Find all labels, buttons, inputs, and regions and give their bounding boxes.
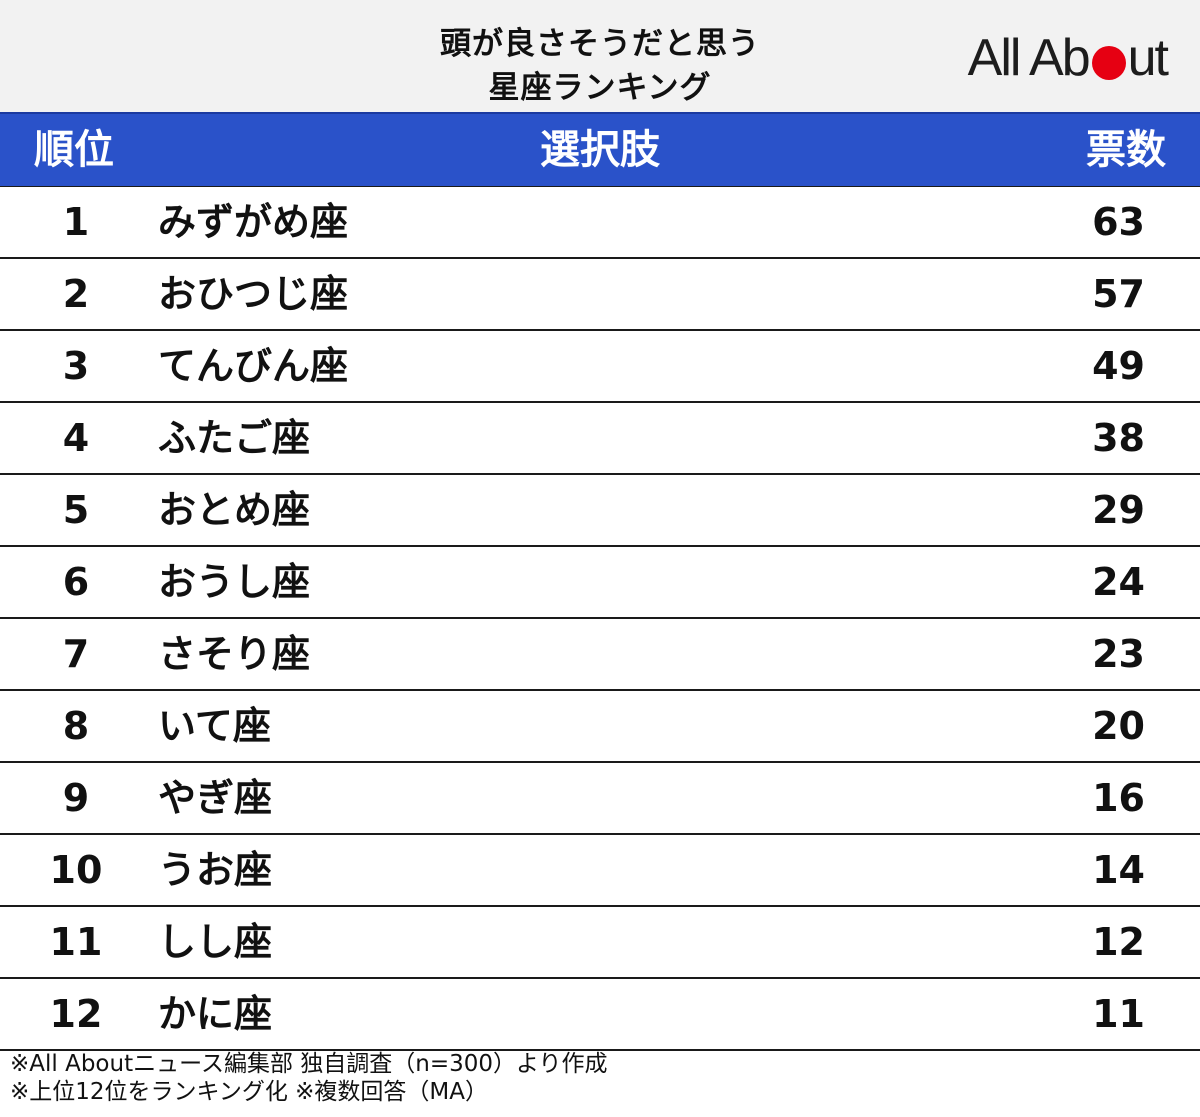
choice-cell: かに座 <box>158 992 273 1036</box>
table-row: 6 おうし座 24 <box>0 547 1200 619</box>
choice-cell: うお座 <box>158 848 273 892</box>
rank-cell: 12 <box>49 992 103 1036</box>
votes-cell: 63 <box>1092 200 1145 244</box>
choice-cell: おとめ座 <box>158 488 311 532</box>
choice-cell: てんびん座 <box>158 344 349 388</box>
logo-text-end: ut <box>1127 29 1169 87</box>
table-row: 12 かに座 11 <box>0 979 1200 1051</box>
votes-cell: 20 <box>1092 704 1145 748</box>
chart-title: 頭が良さそうだと思う 星座ランキング <box>0 22 1200 110</box>
votes-cell: 29 <box>1092 488 1145 532</box>
rank-cell: 7 <box>62 632 90 676</box>
rank-cell: 2 <box>62 272 90 316</box>
rank-cell: 4 <box>62 416 90 460</box>
ranking-table-body: 1 みずがめ座 63 2 おひつじ座 57 3 てんびん座 49 4 ふたご座 38 5 おとめ座 29 6 お… <box>0 186 1200 1051</box>
table-row: 11 しし座 12 <box>0 907 1200 979</box>
rank-cell: 11 <box>49 920 103 964</box>
all-about-logo: All Ab ut <box>967 28 1169 87</box>
votes-cell: 12 <box>1092 920 1145 964</box>
votes-cell: 14 <box>1092 848 1145 892</box>
rank-cell: 1 <box>62 200 90 244</box>
votes-cell: 16 <box>1092 776 1145 820</box>
chart-title-line-1: 頭が良さそうだと思う <box>440 26 760 62</box>
choice-cell: おうし座 <box>158 560 311 604</box>
footnote-line-2: ※上位12位をランキング化 ※複数回答（MA） <box>10 1079 489 1105</box>
footnote-line-1: ※All Aboutニュース編集部 独自調査（n=300）より作成 <box>10 1051 608 1077</box>
choice-cell: ふたご座 <box>158 416 311 460</box>
table-row: 10 うお座 14 <box>0 835 1200 907</box>
footnote: ※All Aboutニュース編集部 独自調査（n=300）より作成 ※上位12位… <box>10 1050 608 1106</box>
votes-cell: 57 <box>1092 272 1145 316</box>
votes-cell: 11 <box>1092 992 1145 1036</box>
table-row: 4 ふたご座 38 <box>0 403 1200 475</box>
column-header-rank: 順位 <box>34 127 114 173</box>
choice-cell: しし座 <box>158 920 273 964</box>
table-row: 8 いて座 20 <box>0 691 1200 763</box>
chart-header: 頭が良さそうだと思う 星座ランキング All Ab ut <box>0 0 1200 112</box>
table-row: 3 てんびん座 49 <box>0 331 1200 403</box>
rank-cell: 6 <box>62 560 90 604</box>
table-row: 2 おひつじ座 57 <box>0 259 1200 331</box>
choice-cell: やぎ座 <box>158 776 273 820</box>
choice-cell: おひつじ座 <box>158 272 349 316</box>
votes-cell: 24 <box>1092 560 1145 604</box>
rank-cell: 3 <box>62 344 90 388</box>
column-header-votes: 票数 <box>1086 127 1166 173</box>
rank-cell: 9 <box>62 776 90 820</box>
choice-cell: みずがめ座 <box>158 200 349 244</box>
table-row: 7 さそり座 23 <box>0 619 1200 691</box>
table-row: 1 みずがめ座 63 <box>0 186 1200 259</box>
table-header: 選択肢 順位 票数 <box>0 112 1200 186</box>
votes-cell: 23 <box>1092 632 1145 676</box>
choice-cell: さそり座 <box>158 632 311 676</box>
chart-title-line-2: 星座ランキング <box>488 70 712 106</box>
votes-cell: 38 <box>1092 416 1145 460</box>
votes-cell: 49 <box>1092 344 1145 388</box>
rank-cell: 5 <box>62 488 90 532</box>
logo-text-start: All Ab <box>967 29 1091 87</box>
rank-cell: 8 <box>62 704 90 748</box>
column-header-choice: 選択肢 <box>540 127 660 173</box>
table-row: 9 やぎ座 16 <box>0 763 1200 835</box>
table-row: 5 おとめ座 29 <box>0 475 1200 547</box>
choice-cell: いて座 <box>158 704 271 748</box>
logo-red-dot-icon <box>1091 46 1126 80</box>
rank-cell: 10 <box>49 848 103 892</box>
